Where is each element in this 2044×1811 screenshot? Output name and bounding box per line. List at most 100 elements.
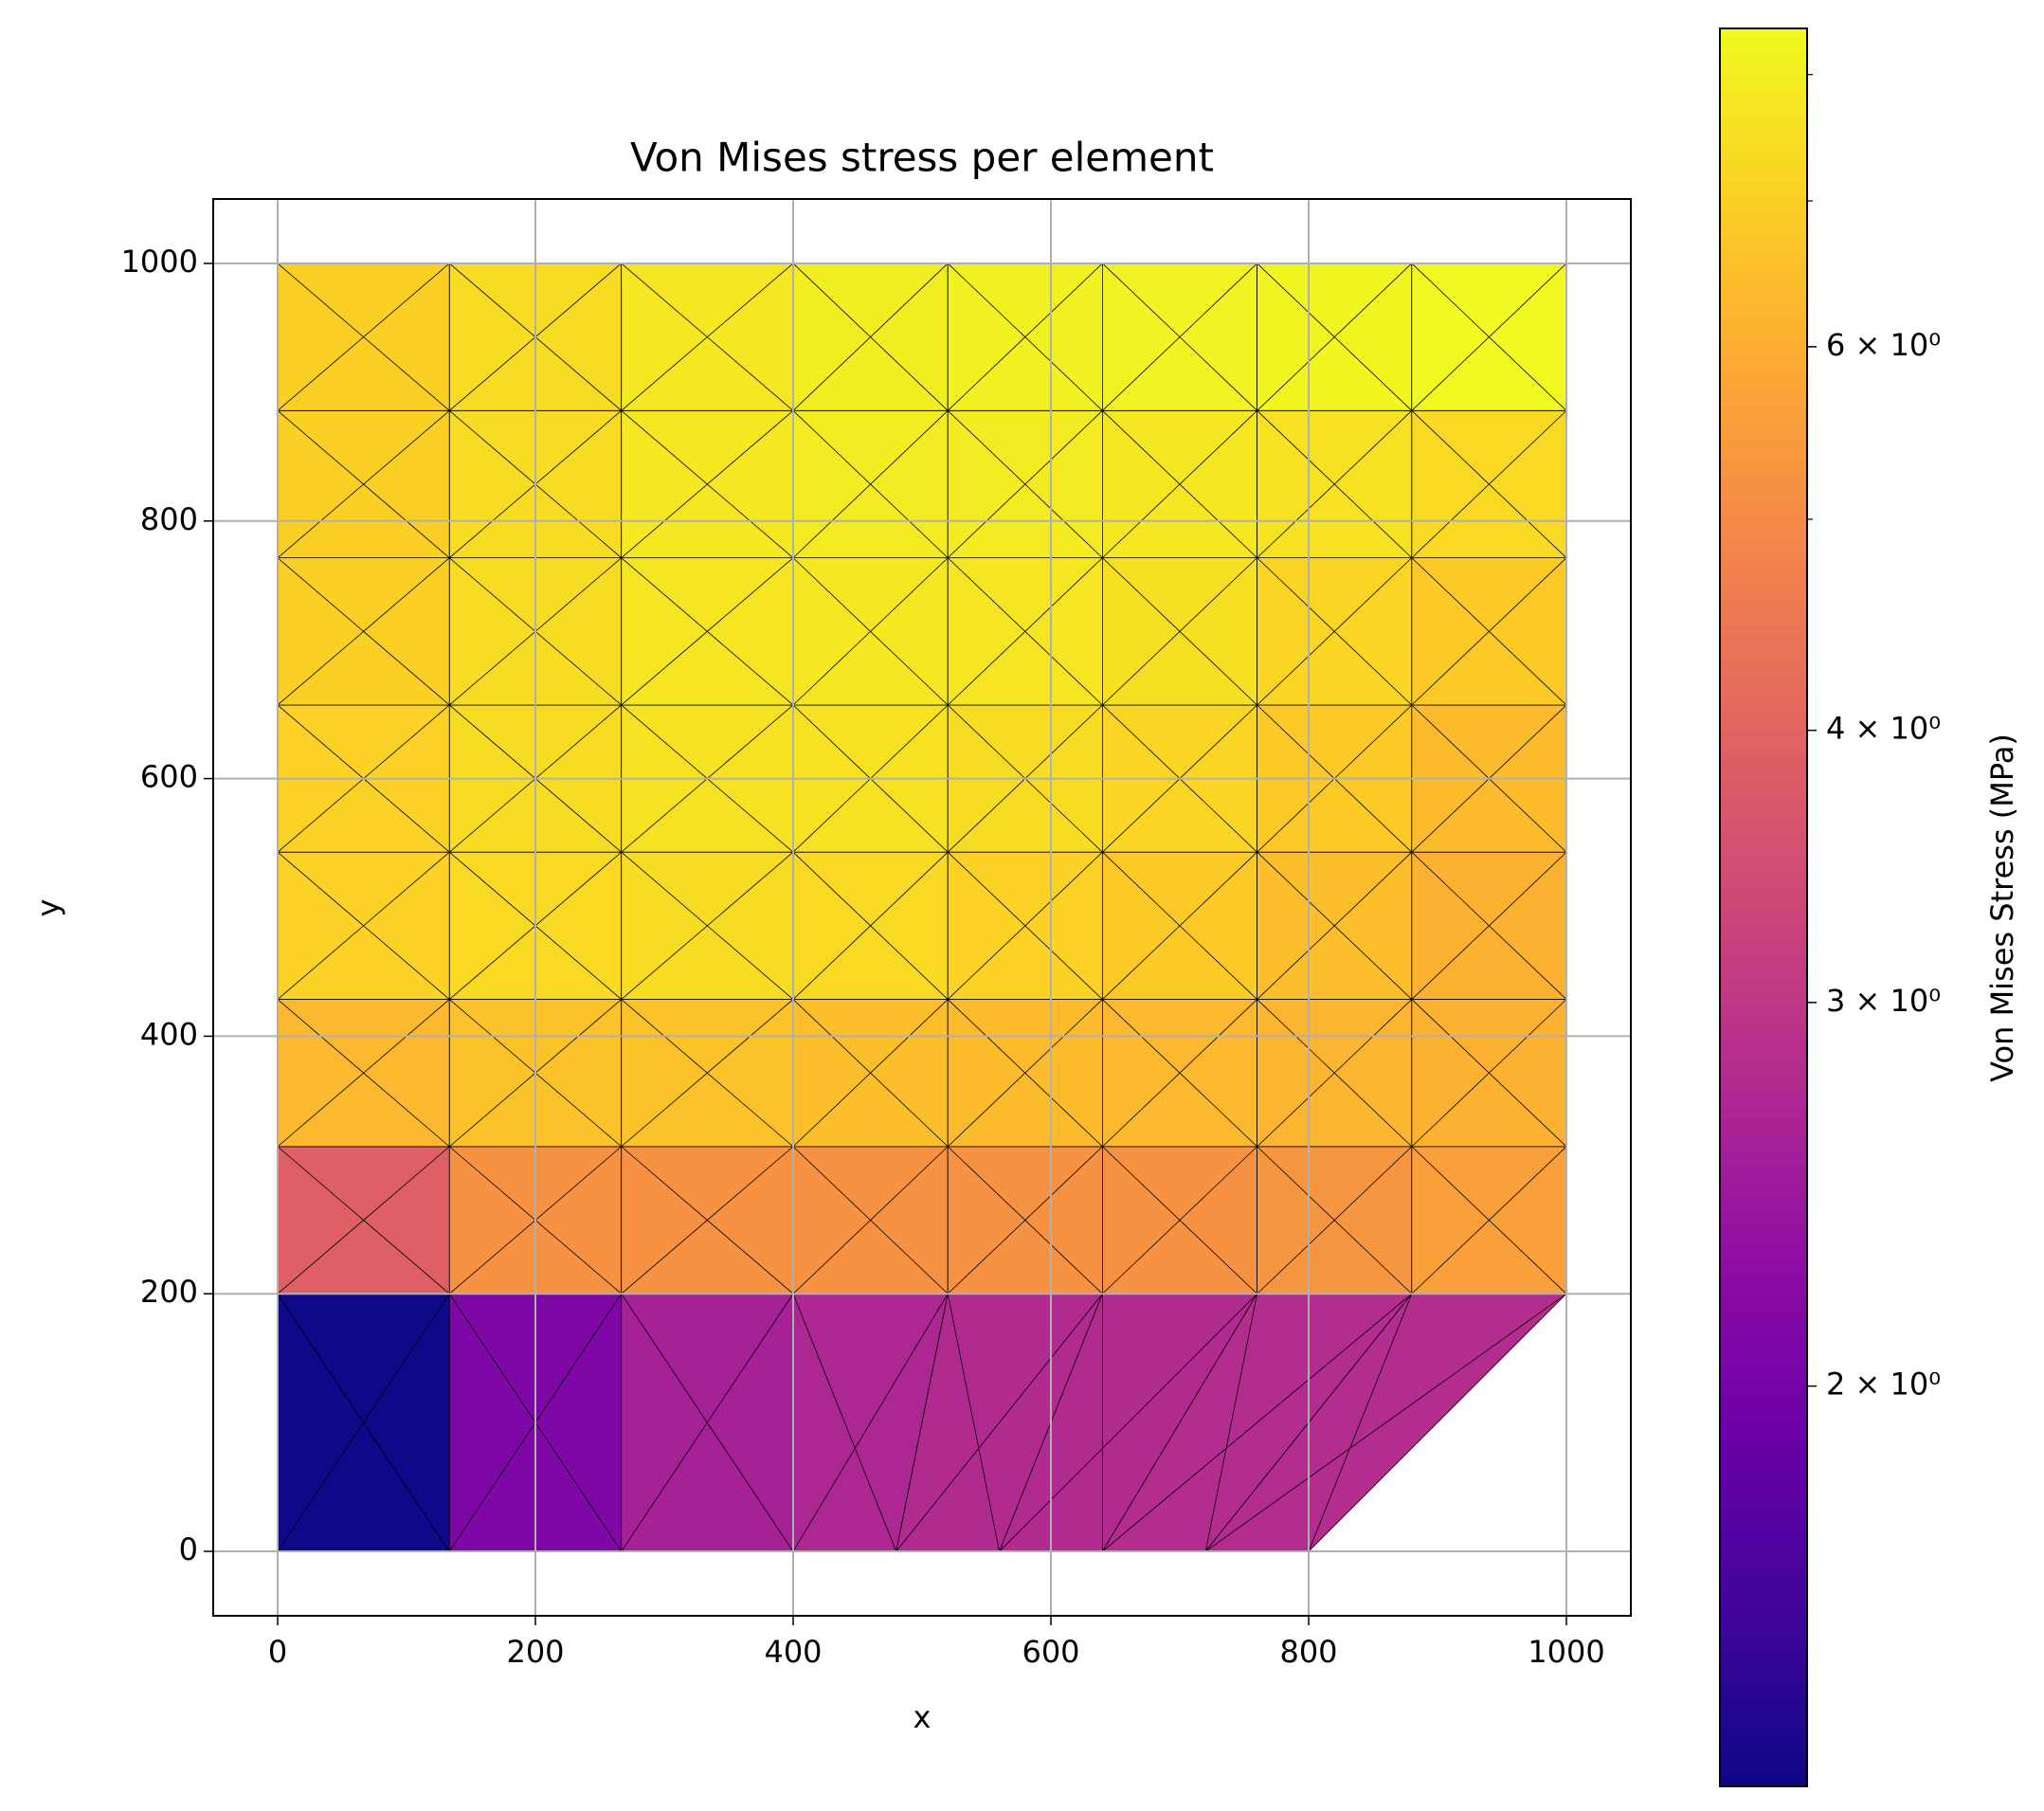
mesh-edge <box>277 557 450 706</box>
colorbar-step <box>1720 652 1807 662</box>
colorbar-step <box>1720 45 1807 56</box>
colorbar-step <box>1720 1698 1807 1709</box>
colorbar-step <box>1720 1127 1807 1137</box>
mesh-edge <box>1308 1294 1413 1552</box>
colorbar-step <box>1720 599 1807 609</box>
colorbar-step <box>1720 1065 1807 1076</box>
mesh-edge <box>1411 410 1567 558</box>
colorbar-step <box>1720 1567 1807 1576</box>
colorbar-step <box>1720 784 1807 794</box>
colorbar-step <box>1720 309 1807 319</box>
colorbar-step <box>1720 1707 1807 1717</box>
colorbar-step <box>1720 450 1807 461</box>
colorbar-step <box>1720 371 1807 381</box>
mesh-edge <box>947 557 1103 706</box>
mesh-edge <box>792 410 949 558</box>
colorbar-step <box>1720 230 1807 241</box>
colorbar-step <box>1720 625 1807 636</box>
mesh-edge <box>1102 263 1257 411</box>
colorbar-step <box>1720 933 1807 944</box>
y-tick-label: 400 <box>140 1016 198 1052</box>
colorbar-step <box>1720 1478 1807 1489</box>
colorbar-step <box>1720 125 1807 135</box>
colorbar-step <box>1720 169 1807 179</box>
colorbar-step <box>1720 81 1807 91</box>
mesh-edge <box>621 851 794 1000</box>
colorbar-step <box>1720 1725 1807 1734</box>
colorbar-step <box>1720 494 1807 504</box>
colorbar-step <box>1720 1259 1807 1269</box>
mesh-edge <box>999 1293 1257 1552</box>
x-tick-label: 800 <box>1279 1634 1337 1670</box>
colorbar-step <box>1720 37 1807 47</box>
colorbar-step <box>1720 634 1807 644</box>
colorbar-step <box>1720 1382 1807 1392</box>
mesh-edge <box>621 263 794 411</box>
colorbar-step <box>1720 775 1807 786</box>
colorbar-step <box>1720 1100 1807 1111</box>
colorbar-step <box>1720 1425 1807 1436</box>
colorbar-step <box>1720 362 1807 372</box>
colorbar-step <box>1720 1355 1807 1366</box>
mesh-edge <box>947 410 1103 558</box>
colorbar-step <box>1720 1637 1807 1647</box>
colorbar-step <box>1720 802 1807 812</box>
mesh-edge <box>277 1146 450 1295</box>
mesh-edge <box>792 263 949 411</box>
mesh-edge <box>792 999 949 1148</box>
x-tick-label: 0 <box>268 1634 287 1670</box>
mesh-edge <box>1257 557 1413 706</box>
colorbar-step <box>1720 212 1807 223</box>
colorbar-step <box>1720 749 1807 759</box>
y-tick-label: 800 <box>140 501 198 537</box>
colorbar-step <box>1720 819 1807 829</box>
mesh-edge <box>621 409 794 558</box>
colorbar-step <box>1720 54 1807 64</box>
y-tick-label: 200 <box>140 1274 198 1310</box>
colorbar-step <box>1720 1012 1807 1023</box>
mesh-edge <box>1411 1146 1567 1295</box>
colorbar-step <box>1720 1364 1807 1374</box>
mesh-edge <box>1102 999 1257 1148</box>
colorbar-step <box>1720 537 1807 548</box>
colorbar-step <box>1720 1223 1807 1234</box>
colorbar-step <box>1720 1645 1807 1656</box>
mesh-edge <box>1102 410 1257 558</box>
colorbar-step <box>1720 854 1807 864</box>
colorbar-tick-label: 4 × 10⁰ <box>1826 711 1941 747</box>
colorbar-step <box>1720 204 1807 214</box>
colorbar-step <box>1720 485 1807 496</box>
colorbar-step <box>1720 1680 1807 1691</box>
colorbar-step <box>1720 239 1807 249</box>
mesh-edge <box>1411 851 1567 1000</box>
colorbar-step <box>1720 1022 1807 1031</box>
mesh-edge <box>792 1146 949 1295</box>
colorbar-step <box>1720 318 1807 328</box>
colorbar-step <box>1720 880 1807 891</box>
x-tick-label: 400 <box>764 1634 822 1670</box>
colorbar-step <box>1720 477 1807 486</box>
colorbar-step <box>1720 89 1807 100</box>
colorbar-step <box>1720 1408 1807 1419</box>
mesh-edge <box>1411 557 1567 706</box>
colorbar-step <box>1720 1557 1807 1567</box>
colorbar-step <box>1720 1495 1807 1506</box>
colorbar-step <box>1720 1672 1807 1682</box>
colorbar-step <box>1720 872 1807 882</box>
colorbar-step <box>1720 1320 1807 1331</box>
colorbar-step <box>1720 1540 1807 1550</box>
colorbar-step <box>1720 1777 1807 1787</box>
colorbar-step <box>1720 335 1807 346</box>
colorbar-step <box>1720 1215 1807 1224</box>
colorbar-step <box>1720 767 1807 776</box>
mesh-edge <box>1204 1294 1257 1552</box>
colorbar-tick-label: 2 × 10⁰ <box>1826 1367 1941 1403</box>
colorbar-step <box>1720 555 1807 566</box>
mesh-edge <box>621 1294 794 1552</box>
colorbar-step <box>1720 1329 1807 1339</box>
colorbar-step <box>1720 1241 1807 1251</box>
x-tick-label: 600 <box>1022 1634 1079 1670</box>
colorbar-step <box>1720 1435 1807 1444</box>
colorbar-step <box>1720 1575 1807 1585</box>
